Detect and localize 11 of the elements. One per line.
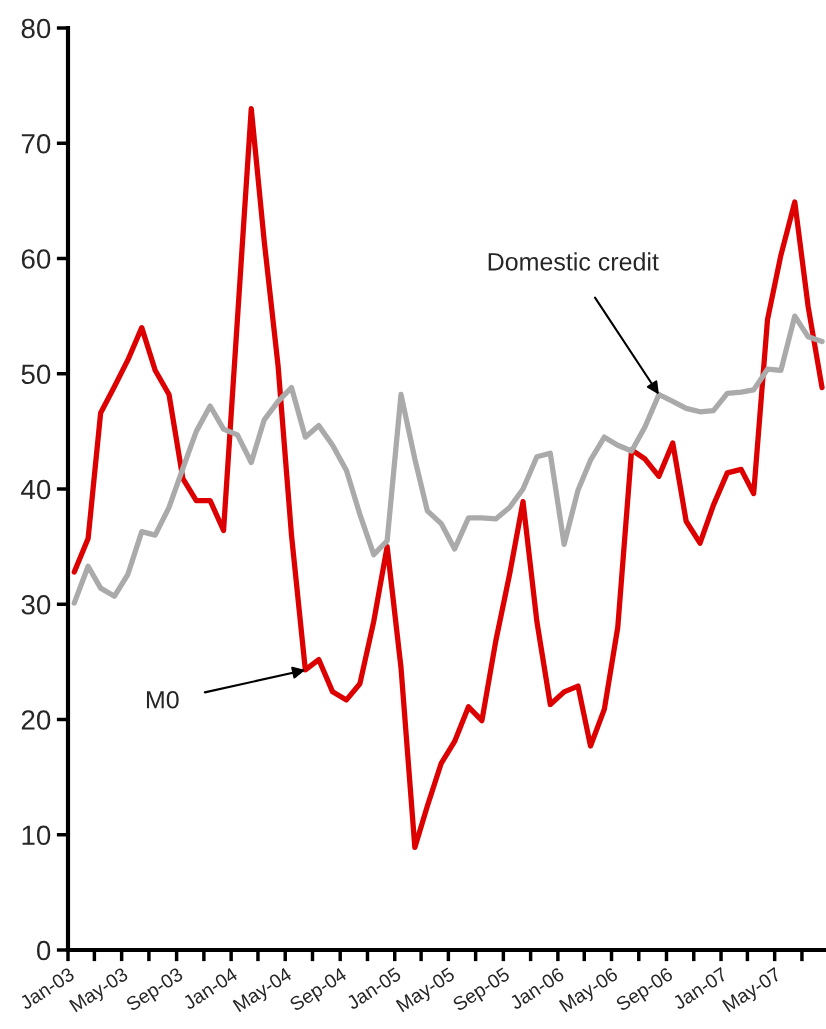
y-tick-label: 70 <box>21 133 51 154</box>
y-tick-label: 80 <box>21 18 51 39</box>
y-tick-label: 0 <box>36 940 51 961</box>
y-tick-label: 40 <box>21 479 51 500</box>
annotation: M0 <box>146 690 179 709</box>
y-tick-label: 50 <box>21 364 51 385</box>
y-tick-label: 30 <box>21 594 51 615</box>
annotation: Domestic credit <box>488 252 659 271</box>
y-tick-label: 60 <box>21 249 51 269</box>
y-tick-label: 20 <box>21 710 51 730</box>
y-tick-label: 10 <box>22 825 51 846</box>
